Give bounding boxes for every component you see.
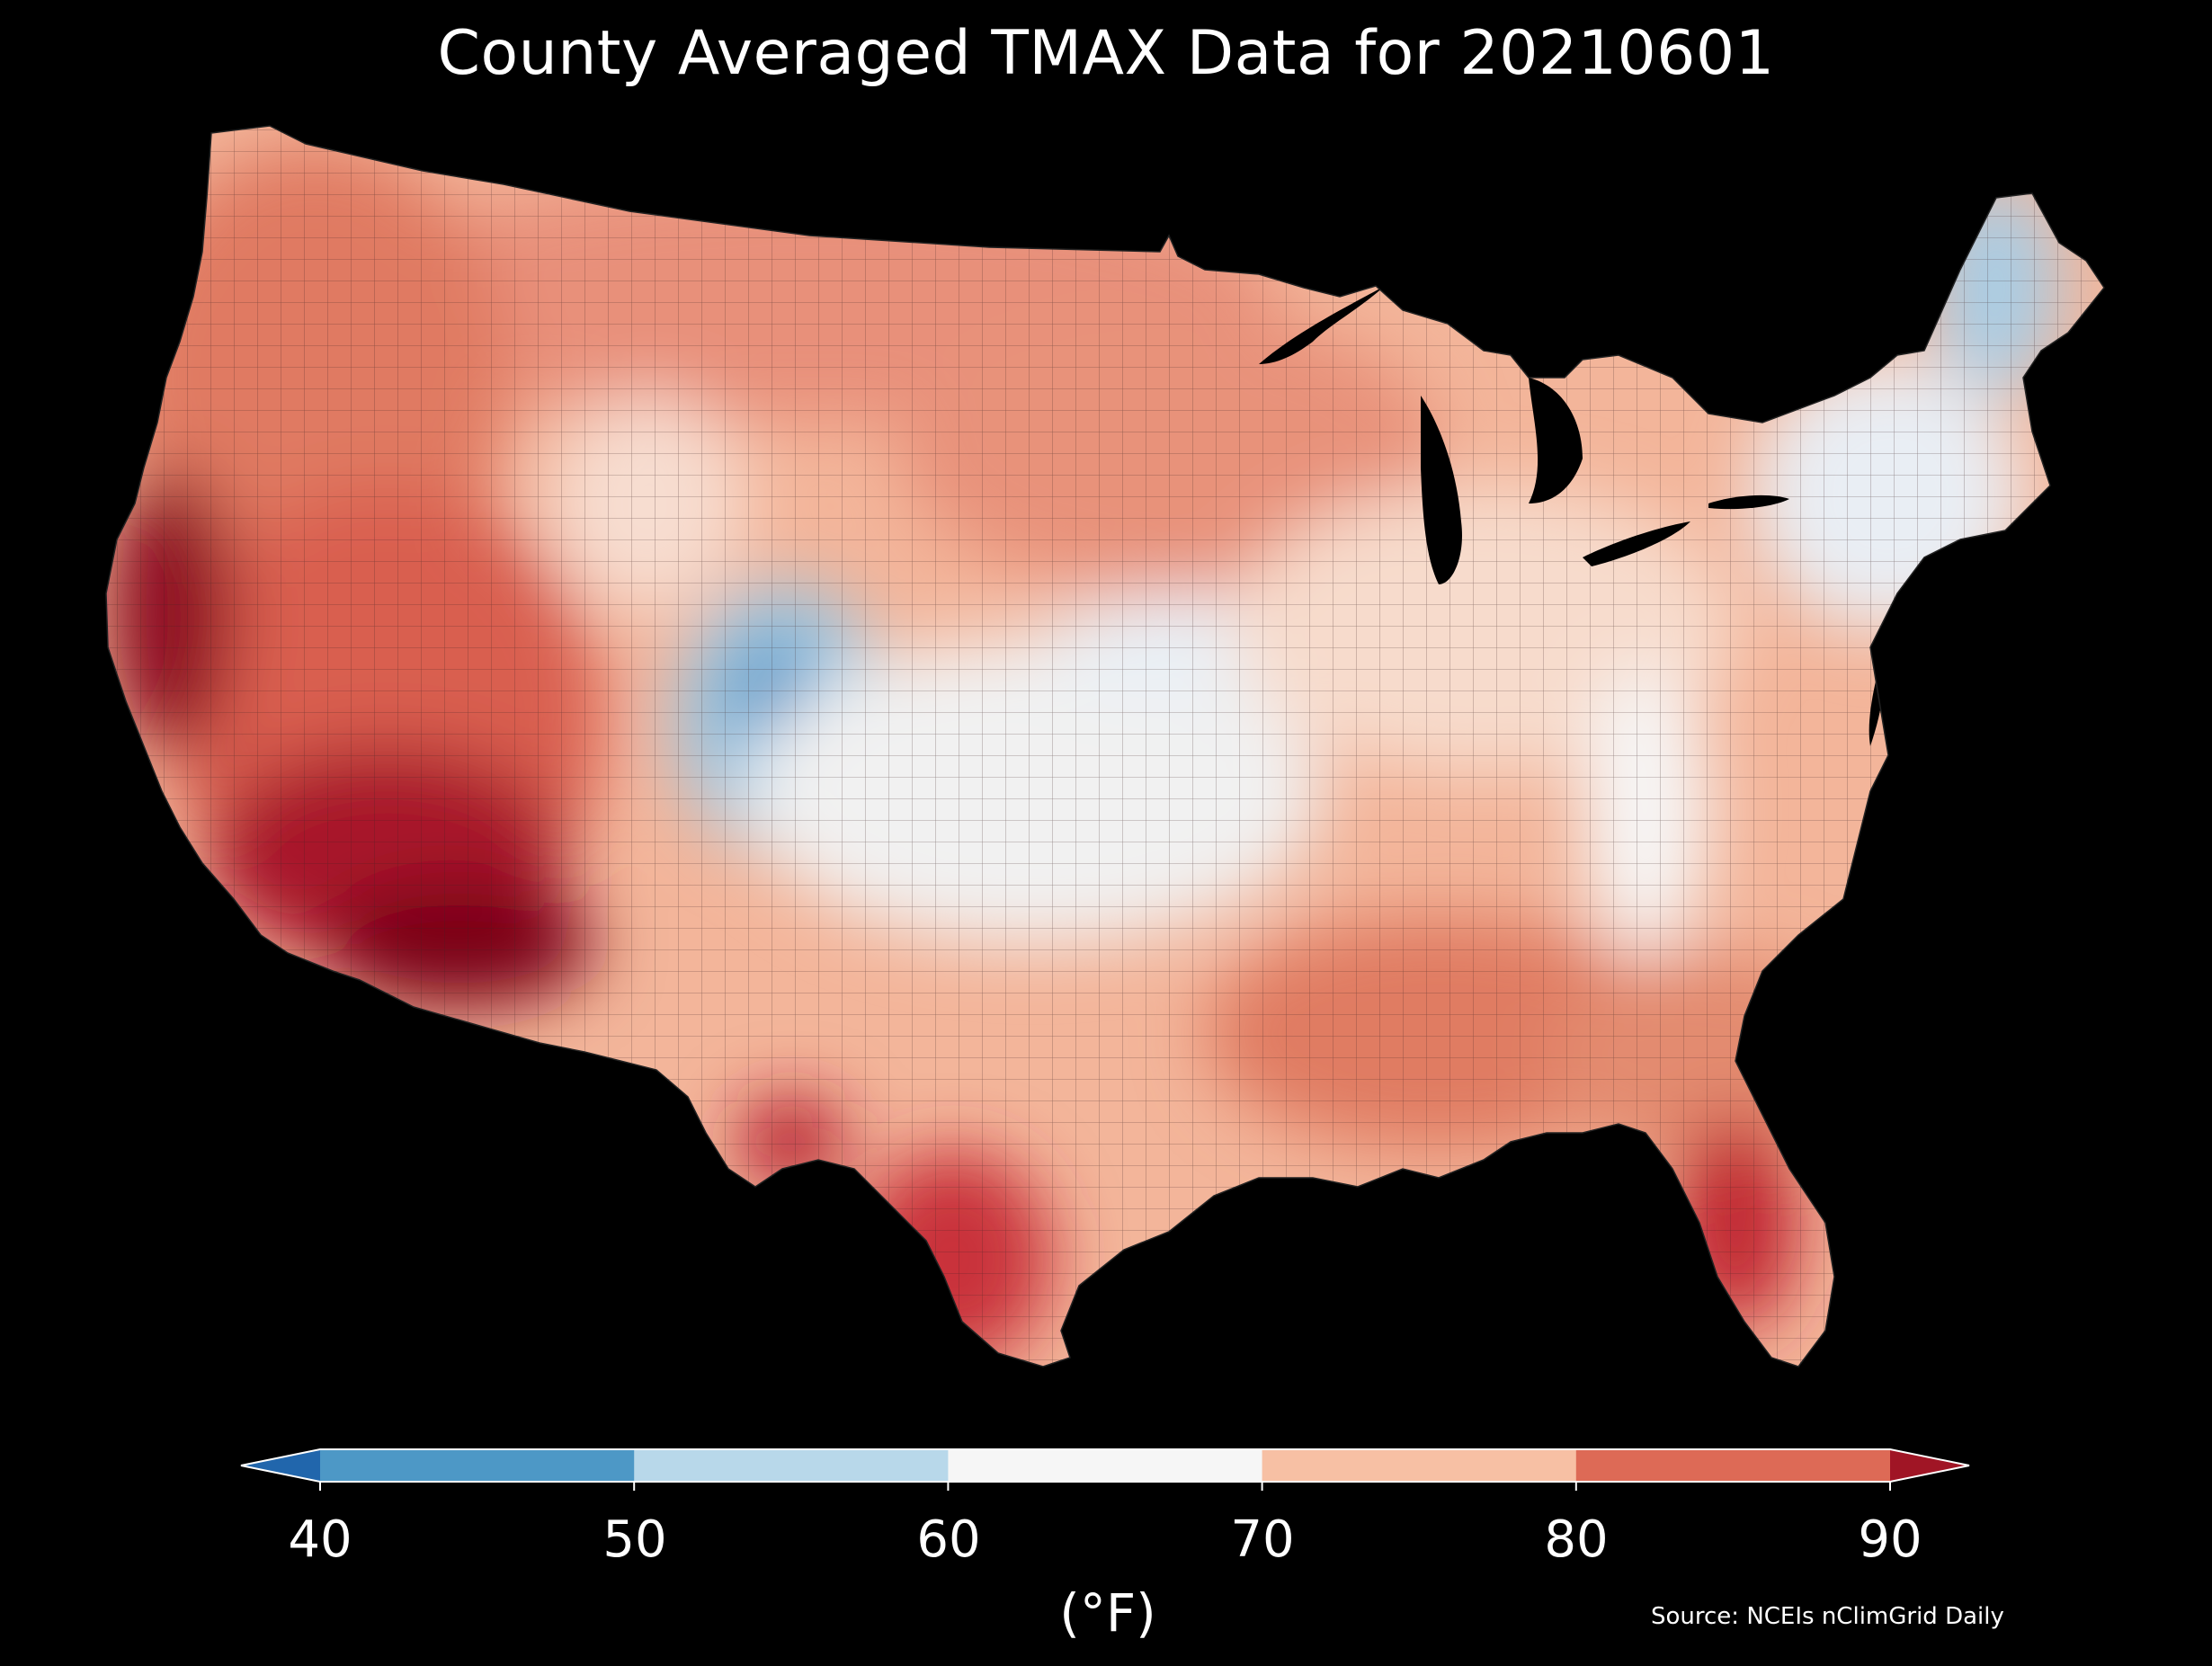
colorbar-tick-40: 40 <box>288 1510 352 1569</box>
map-title: County Averaged TMAX Data for 20210601 <box>437 18 1775 89</box>
colorbar-bin-50-60 <box>634 1449 949 1482</box>
lake-ontario <box>1708 494 1789 510</box>
colorbar-tick-80: 80 <box>1544 1510 1609 1569</box>
colorbar-bin-70-80 <box>1262 1449 1577 1482</box>
lake-erie <box>1583 521 1690 566</box>
colorbar-tick-70: 70 <box>1230 1510 1295 1569</box>
colorbar-unit-label: (°F) <box>1059 1582 1156 1644</box>
colorbar-bin-40-50 <box>320 1449 635 1482</box>
chesapeake-bay <box>1869 647 1886 746</box>
colorbar-extend-high <box>1890 1449 1969 1482</box>
colorbar-bin-60-70 <box>948 1449 1263 1482</box>
lake-michigan <box>1421 396 1462 584</box>
lake-superior <box>1259 286 1385 364</box>
lake-huron <box>1529 378 1583 503</box>
colorbar-tick-60: 60 <box>916 1510 981 1569</box>
colorbar-bin-80-90 <box>1575 1449 1891 1482</box>
colorbar-tick-50: 50 <box>602 1510 667 1569</box>
colorbar-tick-90: 90 <box>1858 1510 1922 1569</box>
source-note: Source: NCEIs nClimGrid Daily <box>1651 1603 2004 1630</box>
colorbar-extend-low <box>241 1449 320 1482</box>
